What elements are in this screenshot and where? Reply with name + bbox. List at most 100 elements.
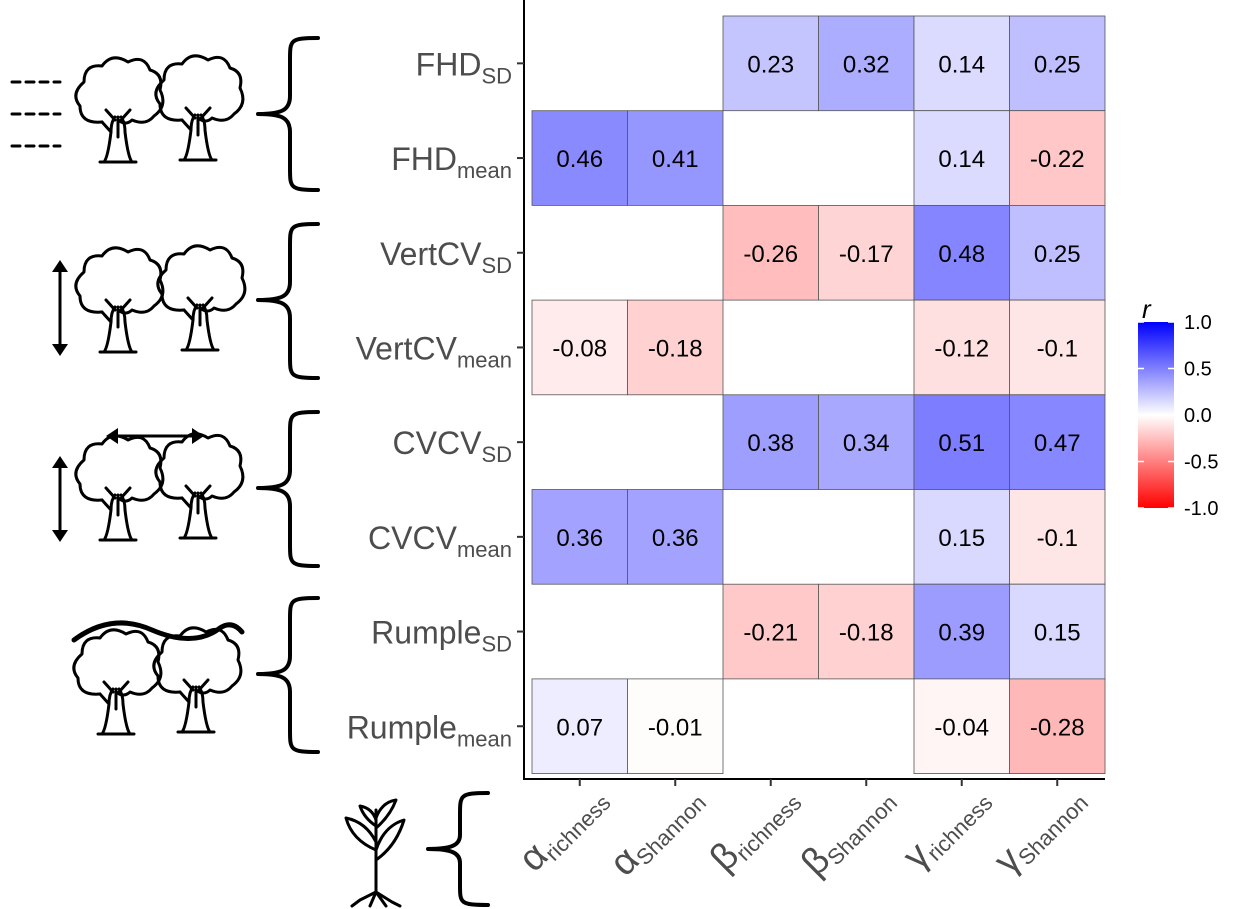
- heatmap-cell-r6-c5: [913, 489, 1010, 585]
- heatmap-cells: [531, 15, 1106, 775]
- cell-value-label-r6-c6: -0.1: [1037, 525, 1078, 552]
- cell-value-label-r5-c4: 0.34: [843, 430, 890, 457]
- x-tick-label-shannon-4: βShannon: [793, 777, 902, 886]
- y-tick-label-vertcv-sd: VertCVSD: [380, 236, 512, 278]
- cell-value-label-r5-c6: 0.47: [1034, 430, 1081, 457]
- cell-value-label-r4-c6: -0.1: [1037, 335, 1078, 362]
- legend-tick-label-4: -0.5: [1184, 452, 1218, 474]
- x-tick-label-shannon-2: αShannon: [602, 777, 711, 886]
- y-tick-label-vertcv-mean: VertCVmean: [356, 330, 512, 372]
- heatmap-cell-r5-c3: [722, 394, 819, 490]
- legend-title: r: [1142, 294, 1152, 324]
- legend-tick-label-5: -1.0: [1184, 498, 1218, 520]
- heatmap-cell-r2-c6: [1009, 110, 1106, 206]
- trees-with-vertical-arrow-icon: [52, 244, 247, 356]
- heatmap-cell-r2-c2: [627, 110, 724, 206]
- x-tick-label-richness-1: αrichness: [511, 777, 616, 882]
- row-group-brace-4: [256, 596, 320, 754]
- trees-with-vertical-and-horizontal-arrows-icon: [52, 428, 245, 542]
- cell-value-label-r2-c6: -0.22: [1030, 146, 1085, 173]
- cell-value-label-r1-c4: 0.32: [843, 51, 890, 78]
- heatmap-cell-r3-c4: [818, 204, 915, 301]
- heatmap-cell-r4-c2: [627, 299, 724, 396]
- heatmap-cell-r8-c5: [913, 678, 1010, 775]
- cell-value-label-r7-c5: 0.39: [938, 620, 985, 647]
- heatmap-cell-r5-c5: [913, 394, 1010, 490]
- heatmap-cell-r6-c6: [1009, 489, 1106, 585]
- heatmap-cell-r1-c6: [1009, 15, 1106, 112]
- cell-value-label-r8-c6: -0.28: [1030, 714, 1085, 741]
- y-tick-label-fhd-mean: FHDmean: [391, 141, 512, 183]
- x-axis-tick-labels: αrichnessαShannonβrichnessβShannonγrichn…: [511, 777, 1093, 886]
- y-axis-ticks: [517, 62, 524, 728]
- row-group-brace-1: [256, 36, 320, 192]
- cell-value-label-r6-c1: 0.36: [556, 525, 603, 552]
- cell-value-label-r4-c2: -0.18: [648, 335, 703, 362]
- heatmap-value-labels: 0.23 0.32 0.14 0.25 0.46 0.41 0.14 -0.22 -0.26 -0…: [552, 51, 1084, 741]
- cell-value-label-r1-c6: 0.25: [1034, 51, 1081, 78]
- heatmap-cell-r3-c6: [1009, 204, 1106, 301]
- cell-value-label-r2-c1: 0.46: [556, 146, 603, 173]
- trees-with-layer-lines-icon: [10, 54, 245, 164]
- heatmap-cell-r5-c6: [1009, 394, 1106, 490]
- heatmap-cell-r4-c1: [531, 299, 628, 396]
- cell-value-label-r7-c6: 0.15: [1034, 620, 1081, 647]
- cell-value-label-r4-c1: -0.08: [552, 335, 607, 362]
- cell-value-label-r2-c2: 0.41: [652, 146, 699, 173]
- color-legend: r 1.0 0.5 0.0 -0.5 -1.0: [1138, 294, 1218, 520]
- cell-value-label-r6-c2: 0.36: [652, 525, 699, 552]
- cell-value-label-r8-c1: 0.07: [556, 714, 603, 741]
- x-tick-label-richness-5: γrichness: [895, 777, 997, 879]
- heatmap-cell-r8-c2: [627, 678, 724, 775]
- y-axis-tick-labels: FHDSD FHDmean VertCVSD VertCVmean CVCVSD CVCV…: [347, 46, 512, 751]
- y-tick-label-fhd-sd: FHDSD: [416, 46, 512, 88]
- cell-value-label-r2-c5: 0.14: [938, 146, 985, 173]
- cell-value-label-r7-c3: -0.21: [743, 620, 798, 647]
- legend-tick-label-2: 0.5: [1184, 359, 1212, 381]
- y-tick-label-rumple-sd: RumpleSD: [371, 615, 512, 657]
- cell-value-label-r3-c4: -0.17: [839, 241, 894, 268]
- heatmap-cell-r1-c3: [722, 15, 819, 112]
- row-group-brace-2: [256, 222, 320, 380]
- x-tick-label-shannon-6: γShannon: [986, 777, 1093, 884]
- heatmap-cell-r7-c6: [1009, 583, 1106, 680]
- y-tick-label-cvcv-sd: CVCVSD: [393, 425, 512, 467]
- row-group-brace-3: [256, 410, 320, 568]
- cell-value-label-r3-c5: 0.48: [938, 241, 985, 268]
- cell-value-label-r7-c4: -0.18: [839, 620, 894, 647]
- heatmap-cell-r4-c5: [913, 299, 1010, 396]
- cell-value-label-r5-c5: 0.51: [938, 430, 985, 457]
- cell-value-label-r3-c3: -0.26: [743, 241, 798, 268]
- legend-tick-label-3: 0.0: [1184, 405, 1212, 427]
- trees-with-canopy-surface-curve-icon: [71, 620, 245, 736]
- plant-seedling-icon: [344, 798, 406, 908]
- heatmap-cell-r7-c3: [722, 583, 819, 680]
- cell-value-label-r8-c2: -0.01: [648, 714, 703, 741]
- cell-value-label-r8-c5: -0.04: [934, 714, 989, 741]
- legend-ticks: 1.0 0.5 0.0 -0.5 -1.0: [1138, 312, 1218, 520]
- heatmap-cell-r6-c1: [531, 489, 628, 585]
- heatmap-cell-r1-c5: [913, 15, 1010, 112]
- cell-value-label-r3-c6: 0.25: [1034, 241, 1081, 268]
- heatmap-cell-r2-c1: [531, 110, 628, 206]
- cell-value-label-r4-c5: -0.12: [934, 335, 989, 362]
- cell-value-label-r5-c3: 0.38: [747, 430, 794, 457]
- heatmap-cell-r4-c6: [1009, 299, 1106, 396]
- heatmap-cell-r6-c2: [627, 489, 724, 585]
- heatmap-cell-r8-c1: [531, 678, 628, 775]
- x-tick-label-richness-3: βrichness: [702, 777, 806, 881]
- y-tick-label-cvcv-mean: CVCVmean: [368, 520, 512, 562]
- heatmap-cell-r3-c3: [722, 204, 819, 301]
- heatmap-cell-r8-c6: [1009, 678, 1106, 775]
- cell-value-label-r1-c3: 0.23: [747, 51, 794, 78]
- x-axis-ticks: [578, 779, 1059, 786]
- cell-value-label-r1-c5: 0.14: [938, 51, 985, 78]
- heatmap-cell-r7-c5: [913, 583, 1010, 680]
- legend-tick-label-1: 1.0: [1184, 312, 1212, 334]
- heatmap-cell-r5-c4: [818, 394, 915, 490]
- heatmap-cell-r1-c4: [818, 15, 915, 112]
- column-group-brace: [426, 791, 490, 907]
- cell-value-label-r6-c5: 0.15: [938, 525, 985, 552]
- y-tick-label-rumple-mean: Rumplemean: [347, 709, 512, 751]
